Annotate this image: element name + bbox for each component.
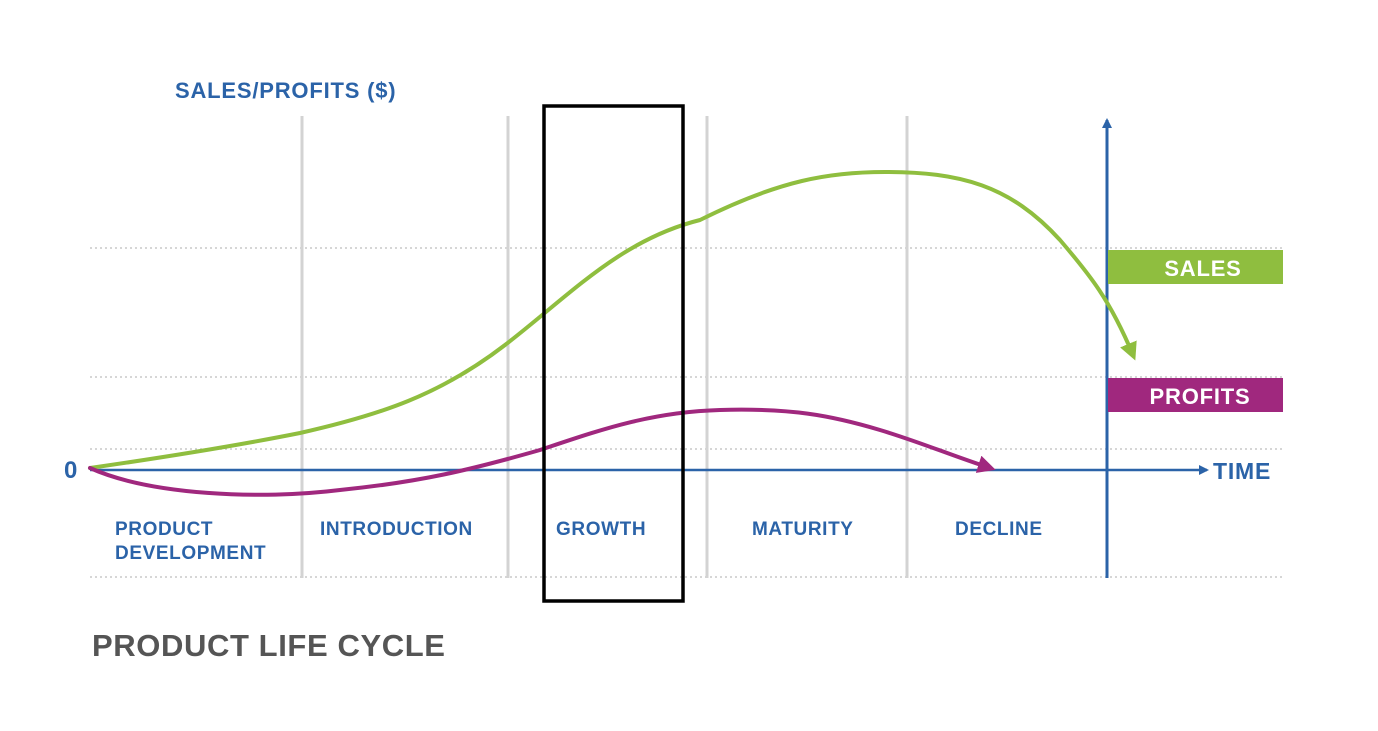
profits-curve: [88, 407, 996, 497]
legend-profits-label: PROFITS: [1150, 384, 1251, 409]
stage-label-growth: GROWTH: [556, 519, 646, 540]
origin-label: 0: [64, 457, 77, 484]
stage-label-introduction: INTRODUCTION: [320, 519, 473, 540]
stage-label-line: DEVELOPMENT: [115, 543, 266, 564]
stage-label-line: PRODUCT: [115, 519, 213, 540]
x-axis-label: TIME: [1213, 458, 1271, 484]
y-axis-label: SALES/PROFITS ($): [175, 78, 396, 103]
gridlines: [90, 247, 1283, 578]
legend-profits-swatch: [1108, 378, 1283, 412]
stage-dividers: [300, 116, 909, 578]
legend-sales-swatch: [1108, 250, 1283, 284]
stage-label-decline: DECLINE: [955, 519, 1043, 540]
stage-label-product-development: PRODUCT DEVELOPMENT: [115, 519, 266, 564]
diagram-title: PRODUCT LIFE CYCLE: [92, 628, 446, 663]
legend-sales-label: SALES: [1164, 256, 1241, 281]
stage-label-maturity: MATURITY: [752, 519, 854, 540]
growth-highlight-box: [542, 104, 685, 603]
legend: SALES PROFITS: [1108, 250, 1283, 412]
sales-curve: [88, 169, 1137, 470]
